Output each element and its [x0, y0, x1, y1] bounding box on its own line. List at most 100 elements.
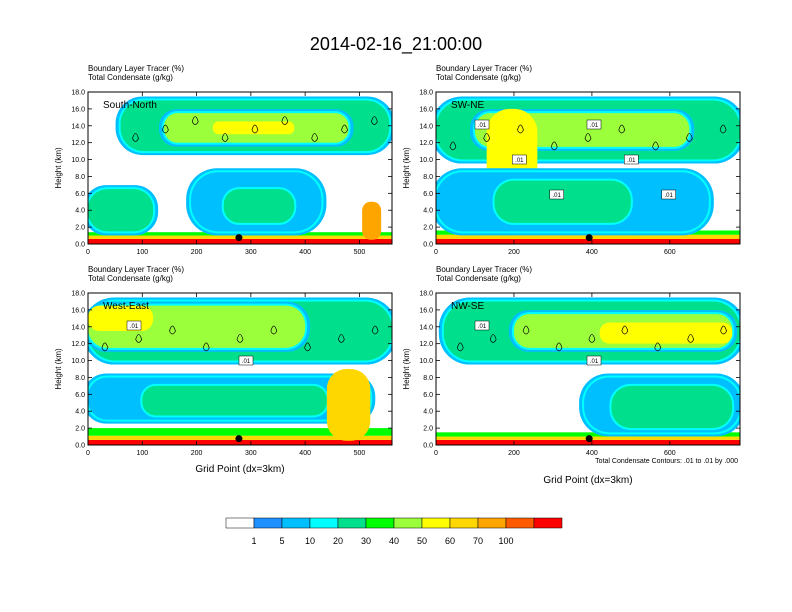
x-tick-label: 400	[299, 249, 311, 256]
contour-label: .01	[590, 123, 599, 129]
contour-label-box	[474, 320, 490, 331]
chart-panel-1: Boundary Layer Tracer (%)Total Condensat…	[54, 64, 393, 256]
x-tick-label: 400	[299, 450, 311, 457]
panel-label: SW-NE	[451, 100, 484, 111]
y-tick-label: 12.0	[419, 341, 433, 348]
chart-panel-2: Boundary Layer Tracer (%)Total Condensat…	[402, 64, 741, 256]
y-tick-label: 0.0	[423, 242, 433, 249]
y-tick-label: 0.0	[75, 443, 85, 450]
y-tick-label: 12.0	[71, 341, 85, 348]
contour-label-box	[624, 154, 639, 165]
tracer-region-70	[362, 201, 382, 240]
y-axis-label: Height (km)	[402, 147, 411, 189]
x-axis-label: Grid Point (dx=3km)	[543, 475, 632, 486]
y-tick-label: 2.0	[423, 225, 433, 232]
tracer-region-30	[436, 432, 740, 437]
x-tick-label: 100	[136, 249, 148, 256]
panel-subtitle-condensate: Total Condensate (g/kg)	[436, 274, 521, 283]
y-tick-label: 8.0	[423, 174, 433, 181]
x-tick-label: 500	[354, 450, 366, 457]
x-tick-label: 200	[508, 450, 520, 457]
station-marker	[585, 234, 593, 242]
x-tick-label: 600	[664, 249, 676, 256]
chart-panel-4: Boundary Layer Tracer (%)Total Condensat…	[402, 265, 741, 486]
condensate-contour	[456, 325, 727, 352]
x-tick-label: 0	[434, 450, 438, 457]
y-tick-label: 2.0	[423, 426, 433, 433]
contour-label-box	[512, 154, 527, 165]
colorbar-swatch	[225, 517, 255, 529]
contour-label-box	[661, 189, 676, 200]
contour-label-box	[549, 189, 564, 200]
colorbar-label: 100	[498, 536, 513, 546]
y-tick-label: 12.0	[71, 140, 85, 147]
panel-subtitle-condensate: Total Condensate (g/kg)	[88, 274, 173, 283]
figure-title: 2014-02-16_21:00:00	[310, 34, 482, 55]
y-tick-label: 2.0	[75, 426, 85, 433]
y-tick-label: 18.0	[419, 90, 433, 97]
y-tick-label: 4.0	[423, 409, 433, 416]
tracer-field	[88, 92, 392, 244]
contour-label: .01	[478, 123, 487, 129]
y-tick-label: 0.0	[423, 443, 433, 450]
panels: Boundary Layer Tracer (%)Total Condensat…	[54, 64, 741, 486]
y-tick-label: 4.0	[75, 208, 85, 215]
panel-subtitle-tracer: Boundary Layer Tracer (%)	[88, 64, 184, 73]
contour-label-box	[238, 355, 254, 366]
colorbar-swatch	[505, 517, 535, 529]
colorbar-label: 70	[473, 536, 483, 546]
colorbar-label: 1	[251, 536, 256, 546]
colorbar-label: 60	[445, 536, 455, 546]
contour-label: .01	[130, 324, 139, 330]
y-tick-label: 14.0	[71, 123, 85, 130]
colorbar-label: 5	[279, 536, 284, 546]
y-tick-label: 18.0	[71, 90, 85, 97]
x-tick-label: 100	[136, 450, 148, 457]
x-tick-label: 300	[245, 249, 257, 256]
y-tick-label: 16.0	[419, 106, 433, 113]
contour-label: .01	[590, 359, 599, 365]
colorbar-swatch	[281, 517, 311, 529]
x-tick-label: 0	[434, 249, 438, 256]
colorbar-swatch	[477, 517, 507, 529]
tracer-region-100	[88, 439, 392, 445]
condensate-contour	[449, 124, 727, 151]
tracer-field	[436, 92, 740, 244]
y-tick-label: 8.0	[75, 375, 85, 382]
x-tick-label: 200	[508, 249, 520, 256]
colorbar: 1 5 10 20 30 40 50 60 70 100	[225, 517, 563, 546]
contour-label: .01	[242, 359, 251, 365]
tracer-region-20	[142, 385, 327, 416]
panel-subtitle-tracer: Boundary Layer Tracer (%)	[436, 64, 532, 73]
colorbar-swatch	[449, 517, 479, 529]
x-tick-label: 600	[664, 450, 676, 457]
x-tick-label: 400	[586, 450, 598, 457]
tracer-region-100	[88, 238, 392, 244]
condensate-contour	[132, 116, 378, 142]
x-axis-label: Grid Point (dx=3km)	[195, 464, 284, 475]
y-tick-label: 8.0	[75, 174, 85, 181]
colorbar-label: 50	[417, 536, 427, 546]
y-tick-label: 4.0	[423, 208, 433, 215]
panel-subtitle-tracer: Boundary Layer Tracer (%)	[88, 265, 184, 274]
condensate-contour	[101, 325, 379, 352]
tracer-region-50	[212, 121, 295, 135]
colorbar-swatch	[337, 517, 367, 529]
station-marker	[585, 435, 593, 443]
y-axis-label: Height (km)	[54, 147, 63, 189]
y-tick-label: 4.0	[75, 409, 85, 416]
y-tick-label: 18.0	[419, 291, 433, 298]
panel-label: NW-SE	[451, 301, 484, 312]
tracer-region-100	[436, 439, 740, 445]
y-tick-label: 16.0	[71, 106, 85, 113]
plot-frame	[87, 292, 393, 446]
y-tick-label: 14.0	[419, 123, 433, 130]
contour-label: .01	[664, 193, 673, 199]
panel-label: South-North	[103, 100, 157, 111]
plot-frame	[435, 292, 741, 446]
y-tick-label: 10.0	[71, 157, 85, 164]
plot-frame	[87, 91, 393, 245]
contour-label: .01	[515, 158, 524, 164]
tracer-region-30	[88, 428, 392, 436]
x-tick-label: 0	[86, 249, 90, 256]
